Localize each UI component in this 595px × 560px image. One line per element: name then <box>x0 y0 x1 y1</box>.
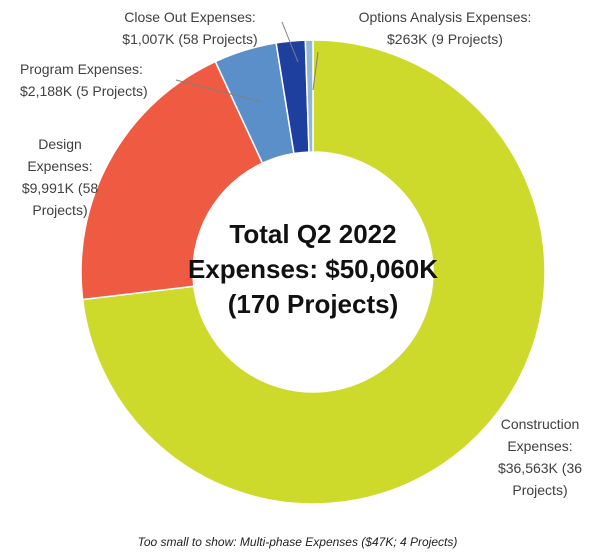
value-label: $1,007K <box>122 31 175 47</box>
value-label: $36,563K <box>497 460 558 476</box>
slice-label: Close Out Expenses: $1,007K (58 Projects) <box>95 6 285 50</box>
category-label: Program Expenses: <box>20 61 143 77</box>
value-label: $263K <box>387 31 428 47</box>
slice-label: Design Expenses: $9,991K (58 Projects) <box>10 133 110 221</box>
category-label: Design Expenses: <box>27 136 93 174</box>
slice <box>81 39 546 505</box>
project-label: (5 Projects) <box>76 83 148 99</box>
project-label: (58 Projects) <box>32 180 99 218</box>
value-label: $2,188K <box>20 83 73 99</box>
slice <box>80 60 264 301</box>
leader-line <box>175 79 263 103</box>
category-label: Close Out Expenses: <box>124 9 256 25</box>
note: Too small to show: Multi-phase Expenses … <box>137 535 458 549</box>
project-label: (9 Projects) <box>431 31 503 47</box>
slice-label: Program Expenses: $2,188K (5 Projects) <box>20 58 190 102</box>
leader-line <box>312 51 319 91</box>
category-label: Construction Expenses: <box>500 416 580 454</box>
project-label: (36 Projects) <box>512 460 583 498</box>
leader-line <box>281 21 299 63</box>
center-text: Total Q2 2022 <box>229 219 396 249</box>
project-label: (58 Projects) <box>178 31 258 47</box>
category-label: Options Analysis Expenses: <box>358 9 532 25</box>
slice-label: Construction Expenses: $36,563K (36 Proje… <box>480 413 595 501</box>
slice <box>304 39 314 153</box>
value-label: $9,991K <box>21 180 75 196</box>
slice-label: Options Analysis Expenses: $263K (9 Proje… <box>335 6 555 50</box>
center-text: Expenses: $50,060K <box>188 254 438 284</box>
center-text: (170 Projects) <box>228 289 399 319</box>
